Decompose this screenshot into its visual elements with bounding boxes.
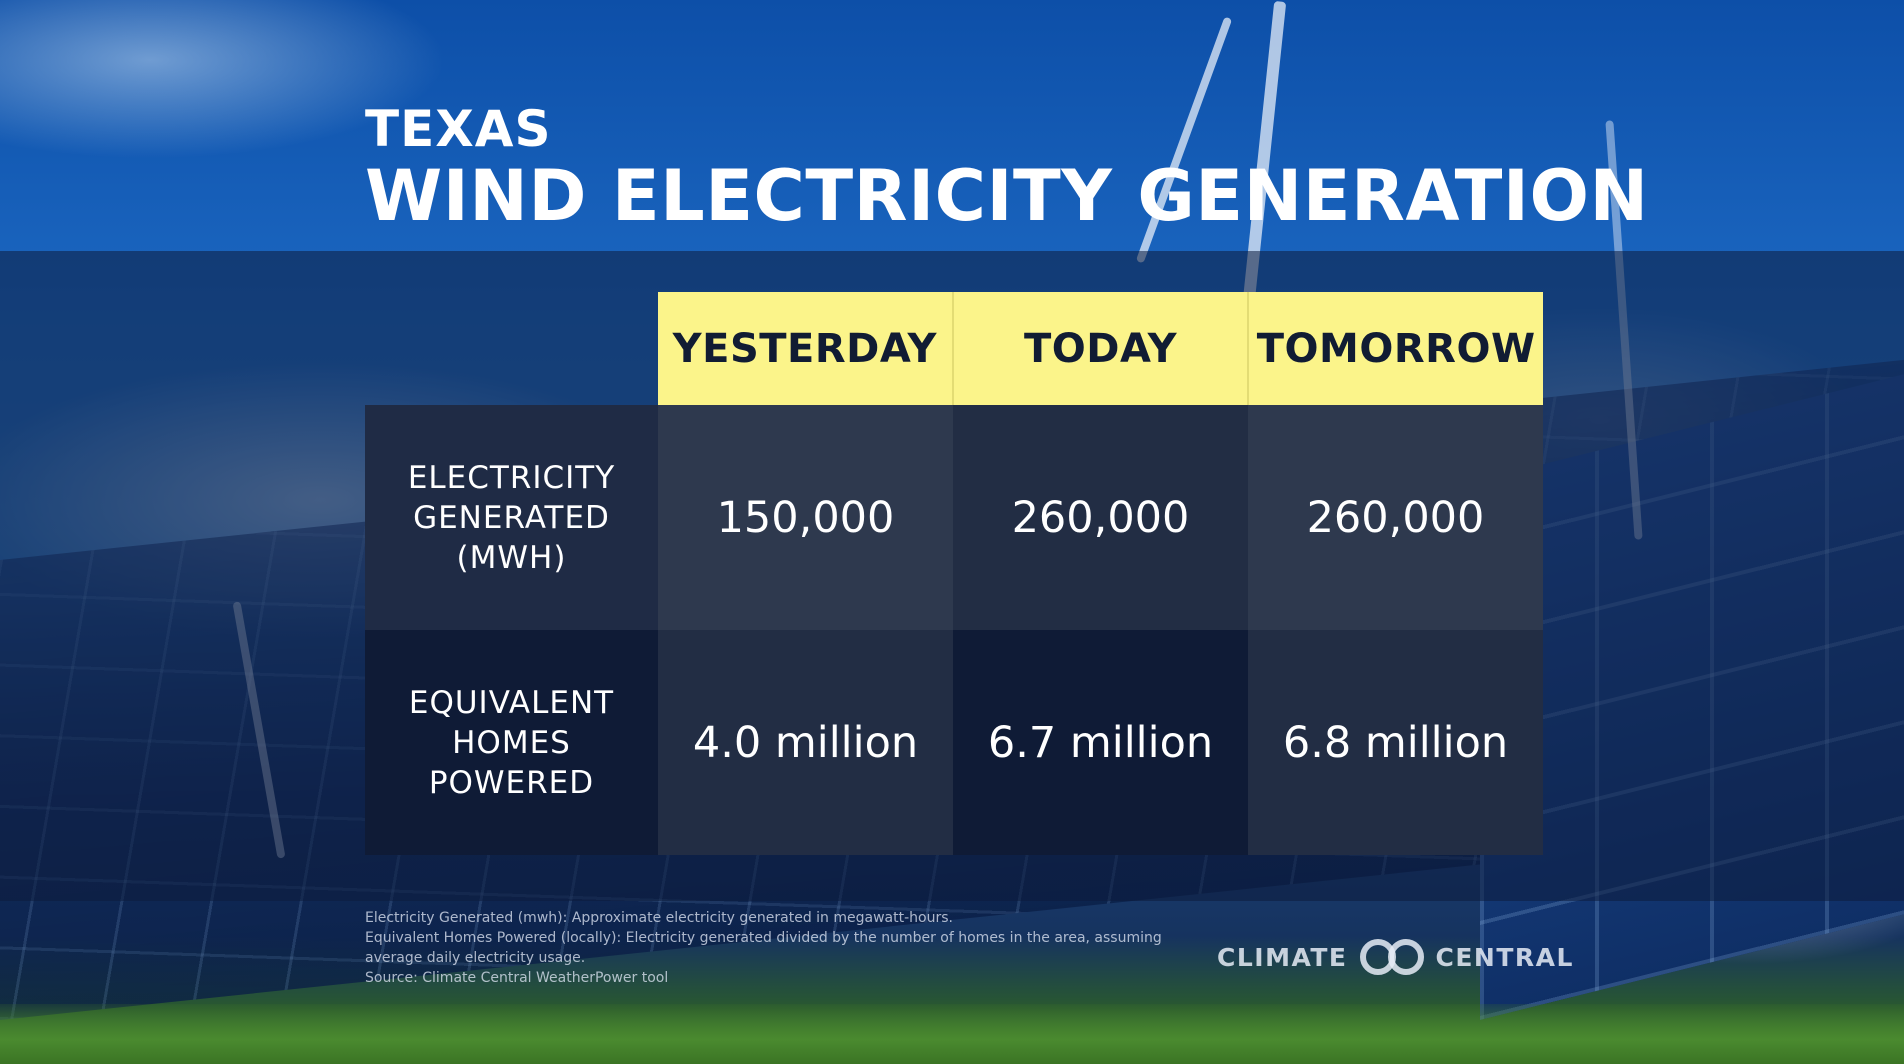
climate-central-logo: CLIMATE CENTRAL <box>1217 938 1574 976</box>
table-header-row: YESTERDAY TODAY TOMORROW <box>658 292 1544 405</box>
cell-electricity-today: 260,000 <box>953 405 1248 630</box>
column-header-tomorrow: TOMORROW <box>1249 292 1544 405</box>
page-subtitle: TEXAS <box>365 100 552 158</box>
cell-electricity-yesterday: 150,000 <box>658 405 953 630</box>
cell-homes-today: 6.7 million <box>953 630 1248 855</box>
footnote-electricity: Electricity Generated (mwh): Approximate… <box>365 910 953 926</box>
table-row-homes: EQUIVALENT HOMES POWERED 4.0 million 6.7… <box>365 630 1543 855</box>
column-header-yesterday: YESTERDAY <box>658 292 954 405</box>
page-title: WIND ELECTRICITY GENERATION <box>365 155 1649 237</box>
grass <box>0 1004 1904 1064</box>
footnote-source: Source: Climate Central WeatherPower too… <box>365 970 669 986</box>
logo-text-left: CLIMATE <box>1217 942 1348 972</box>
cell-electricity-tomorrow: 260,000 <box>1248 405 1543 630</box>
row-label-homes: EQUIVALENT HOMES POWERED <box>365 630 658 855</box>
footnote-homes: Equivalent Homes Powered (locally): Elec… <box>365 930 1162 966</box>
footnotes: Electricity Generated (mwh): Approximate… <box>365 908 1185 988</box>
interlocking-circles-icon <box>1359 939 1424 975</box>
cell-homes-yesterday: 4.0 million <box>658 630 953 855</box>
column-header-today: TODAY <box>953 292 1250 405</box>
row-label-electricity: ELECTRICITY GENERATED (MWH) <box>365 405 658 630</box>
cell-homes-tomorrow: 6.8 million <box>1248 630 1543 855</box>
table-row-electricity: ELECTRICITY GENERATED (MWH) 150,000 260,… <box>365 405 1543 630</box>
logo-text-right: CENTRAL <box>1435 942 1574 972</box>
